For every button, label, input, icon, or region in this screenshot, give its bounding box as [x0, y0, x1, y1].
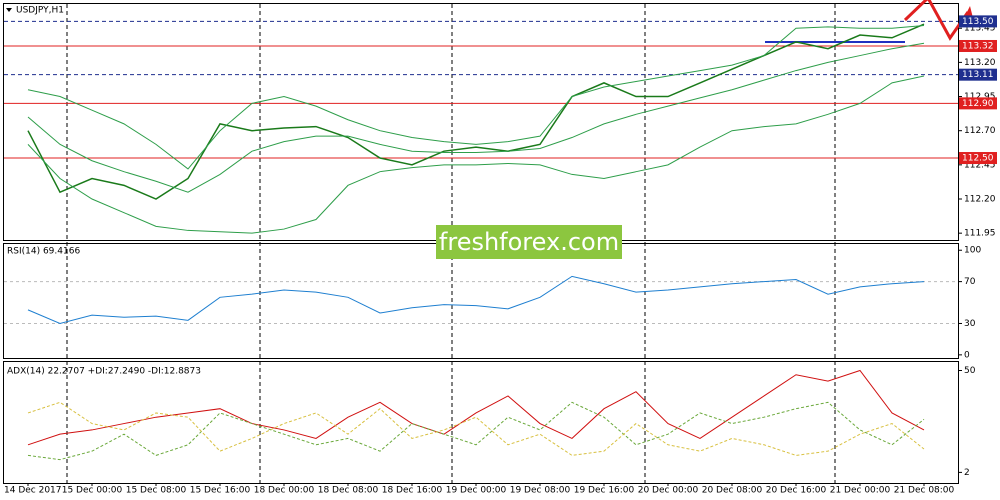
x-tick-label: 20 Dec 16:00: [766, 486, 827, 496]
price-label: 113.32: [962, 41, 994, 51]
y-tick-label: 113.45: [964, 24, 996, 34]
pane-title: ADX(14) 22.2707 +DI:27.2490 -DI:12.8873: [7, 367, 201, 377]
y-tick-label: 30: [964, 319, 976, 329]
series-line: [27, 401, 925, 456]
series-line: [27, 369, 925, 446]
y-tick-label: 2: [964, 468, 970, 478]
x-tick-label: 18 Dec 08:00: [318, 486, 379, 496]
y-tick-label: 112.70: [964, 126, 996, 136]
y-tick-label: 0: [964, 350, 970, 360]
y-tick-label: 50: [964, 366, 976, 376]
series-line: [27, 42, 925, 193]
price-label: 112.90: [962, 99, 994, 109]
pane-title: USDJPY,H1: [16, 6, 64, 16]
x-tick-label: 21 Dec 00:00: [830, 486, 891, 496]
series-line: [27, 401, 925, 461]
x-tick-label: 19 Dec 16:00: [574, 486, 635, 496]
series-line: [27, 24, 925, 170]
series-line: [27, 23, 925, 200]
x-tick-label: 20 Dec 00:00: [638, 486, 699, 496]
price-label-box: [959, 39, 997, 52]
x-tick-label: 19 Dec 08:00: [510, 486, 571, 496]
x-tick-label: 15 Dec 08:00: [126, 486, 187, 496]
x-tick-label: 21 Dec 08:00: [894, 486, 955, 496]
y-tick-label: 70: [964, 277, 976, 287]
price-label-box: [959, 97, 997, 110]
y-tick-label: 113.20: [964, 58, 996, 68]
series-line: [27, 75, 925, 234]
x-tick-label: 15 Dec 00:00: [62, 486, 123, 496]
adx-frame: [3, 361, 959, 484]
x-tick-label: 15 Dec 16:00: [190, 486, 251, 496]
price-label-box: [959, 68, 997, 81]
price-label: 113.11: [962, 70, 994, 80]
day-separators: [66, 4, 836, 483]
price-label-box: [959, 15, 997, 28]
x-tick-label: 14 Dec 2017: [4, 486, 62, 496]
pane-title: RSI(14) 69.4166: [7, 247, 80, 257]
y-tick-label: 111.95: [964, 229, 996, 239]
x-tick-label: 18 Dec 16:00: [382, 486, 443, 496]
watermark: freshforex.com: [439, 228, 619, 256]
menu-arrow: [6, 8, 12, 12]
x-tick-label: 20 Dec 08:00: [702, 486, 763, 496]
price-label: 112.50: [962, 154, 994, 164]
price-label: 113.50: [962, 17, 994, 27]
y-tick-label: 112.45: [964, 160, 996, 170]
x-tick-label: 18 Dec 00:00: [254, 486, 315, 496]
y-tick-label: 112.95: [964, 92, 996, 102]
y-tick-label: 100: [964, 246, 981, 256]
y-tick-label: 112.20: [964, 195, 996, 205]
series-line: [27, 275, 925, 324]
x-tick-label: 19 Dec 00:00: [446, 486, 507, 496]
price-label-box: [959, 152, 997, 165]
watermark-box: [436, 225, 622, 259]
